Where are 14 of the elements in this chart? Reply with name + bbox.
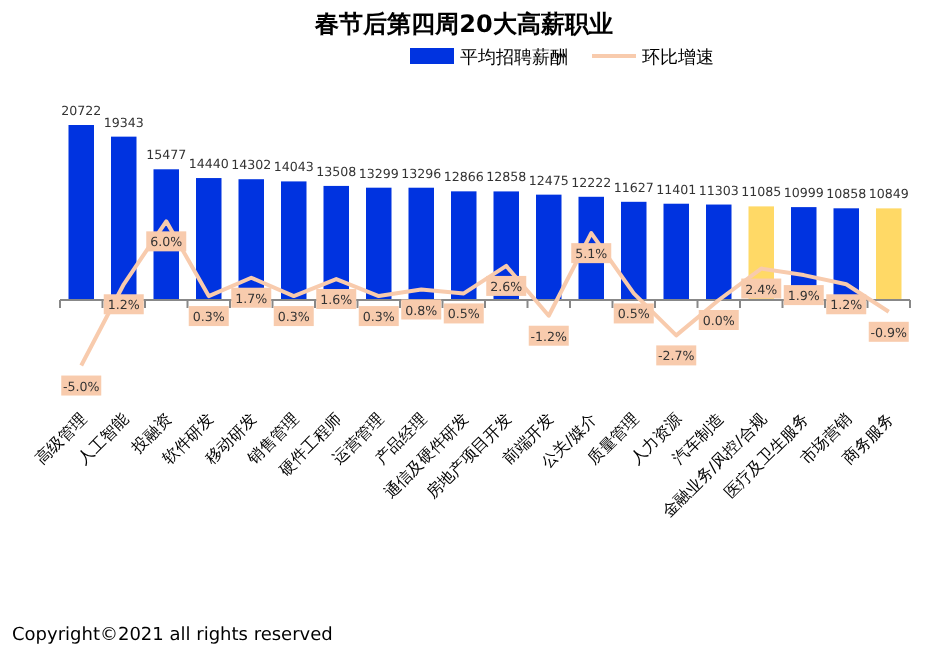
bar	[876, 208, 902, 300]
legend-label: 环比增速	[642, 47, 714, 69]
bar	[536, 194, 562, 300]
bar	[451, 191, 477, 300]
bar	[68, 125, 94, 300]
text: Copyright©2021 all rights reserved	[12, 626, 333, 646]
bar	[663, 203, 689, 300]
chart-title: 春节后第四周20大高薪职业	[313, 10, 613, 38]
bar	[196, 178, 222, 300]
bar	[366, 187, 392, 300]
bar	[621, 201, 647, 300]
legend-label: 平均招聘薪酬	[460, 47, 568, 69]
bar	[281, 181, 307, 300]
bar	[706, 204, 732, 300]
